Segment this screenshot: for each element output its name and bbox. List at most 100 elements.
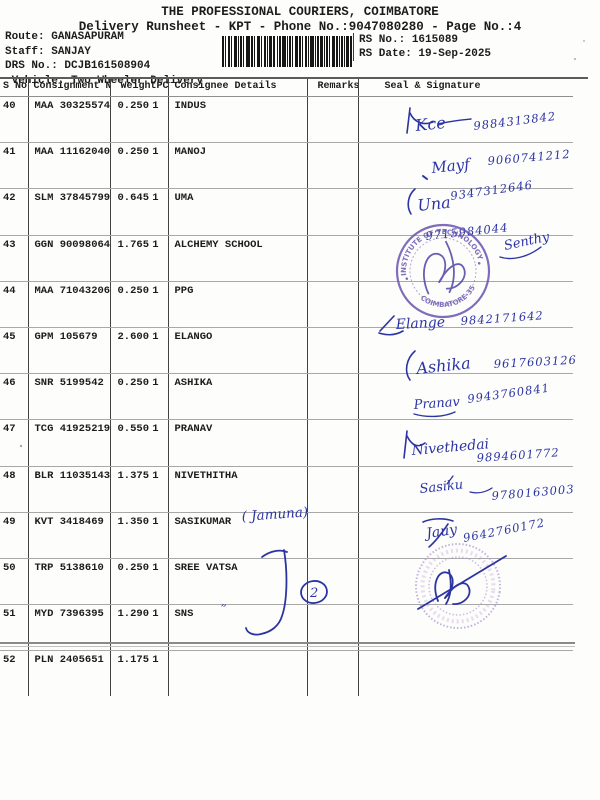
rs-date-line: RS Date: 19-Sep-2025 [359,47,491,61]
cell-consignment: SNR 5199542 [28,373,111,421]
cell-seal [358,96,573,144]
route-value: GANASAPURAM [51,31,124,43]
cell-sno: 49 [0,512,29,559]
cell-sno: 40 [0,96,29,144]
cell-consignee [168,650,308,697]
cell-seal [358,373,573,421]
cell-sno: 45 [0,327,29,375]
cell-weight-pcs: 2.600 1 [110,327,169,375]
header-weight: Weight [120,81,157,92]
cell-consignee: SREE VATSA [168,558,308,606]
cell-remarks [307,96,359,144]
weight-value: 0.250 [117,284,150,297]
table-row: 40 MAA 303255744 0.250 1 INDUS [0,96,573,144]
weight-value: 1.175 [117,654,150,667]
cell-consignment: TCG 41925219 [28,419,111,467]
cell-consignment: MYD 7396395 [28,604,111,652]
cell-consignment: PLN 2405651 [28,650,111,697]
cell-sno: 47 [0,419,29,467]
weight-value: 1.765 [117,238,150,251]
table-row: 42 SLM 378457998 0.645 1 UMA [0,188,573,236]
cell-consignment: BLR 110351438 [28,466,111,513]
cell-weight-pcs: 1.175 1 [110,650,169,697]
header-consignment: Consignment No [28,79,111,97]
table-row: 51 MYD 7396395 1.290 1 SNS [0,604,573,652]
cell-sno: 51 [0,604,29,652]
header-pcs: PCS [156,81,168,92]
pcs-value: 1 [152,654,159,667]
drs-line: DRS No.: DCJB161508904 [5,59,203,74]
cell-weight-pcs: 0.250 1 [110,558,169,606]
drs-label: DRS No.: [5,60,58,72]
table-row: 49 KVT 3418469 1.350 1 SASIKUMAR [0,512,573,559]
cell-consignment: GGN 900980643 [28,235,111,282]
cell-consignee: PPG [168,281,308,328]
cell-consignee: NIVETHITHA [168,466,308,513]
cell-consignee: ASHIKA [168,373,308,421]
staff-value: SANJAY [51,45,91,58]
cell-remarks [307,235,359,282]
table-row: 45 GPM 105679 2.600 1 ELANGO [0,327,573,375]
cell-remarks [307,419,359,467]
table-row: 41 MAA 111620404 0.250 1 MANOJ [0,142,573,190]
route-label: Route: [5,31,45,43]
staff-line: Staff: SANJAY [5,45,203,60]
pcs-value: 1 [152,515,159,528]
table-row: 52 PLN 2405651 1.175 1 [0,650,573,697]
cell-consignment: TRP 5138610 [28,558,111,606]
cell-seal [358,281,573,328]
header-sno: S No [0,79,29,97]
table-bottom-rule [0,642,575,644]
cell-remarks [307,466,359,513]
barcode [222,36,352,72]
cell-weight-pcs: 1.375 1 [110,466,169,513]
cell-weight-pcs: 1.290 1 [110,604,169,652]
header-consignee: Consignee Details [168,79,308,97]
cell-seal [358,466,573,513]
weight-value: 1.375 [117,469,150,482]
header-weight-pcs: WeightPCS [110,79,169,97]
cell-seal [358,604,573,652]
cell-remarks [307,188,359,236]
pcs-value: 1 [152,423,159,436]
cell-remarks [307,650,359,697]
cell-remarks [307,327,359,375]
cell-consignee: ELANGO [168,327,308,375]
cell-consignee: MANOJ [168,142,308,190]
cell-weight-pcs: 1.765 1 [110,235,169,282]
cell-consignment: MAA 111620404 [28,142,111,190]
cell-seal [358,188,573,236]
pcs-value: 1 [152,238,159,251]
weight-value: 1.350 [117,515,150,528]
cell-remarks [307,373,359,421]
cell-consignment: GPM 105679 [28,327,111,375]
cell-remarks [307,512,359,559]
weight-value: 0.250 [117,561,150,574]
cell-seal [358,512,573,559]
cell-seal [358,419,573,467]
pcs-value: 1 [152,100,159,112]
cell-remarks [307,604,359,652]
cell-consignee: ALCHEMY SCHOOL [168,235,308,282]
table-row: 48 BLR 110351438 1.375 1 NIVETHITHA [0,466,573,513]
cell-seal [358,327,573,375]
table-row: 44 MAA 710432068 0.250 1 PPG [0,281,573,328]
cell-consignee: PRANAV [168,419,308,467]
weight-value: 0.645 [117,192,150,205]
table-bottom-rule-2 [0,646,575,647]
weight-value: 0.550 [117,423,150,436]
cell-consignment: KVT 3418469 [28,512,111,559]
rs-date-label: RS Date: [359,48,412,60]
weight-value: 1.290 [117,608,150,621]
cell-consignee: SNS [168,604,308,652]
cell-remarks [307,558,359,606]
header-row: S No Consignment No WeightPCS Consignee … [0,79,573,97]
cell-sno: 50 [0,558,29,606]
cell-consignment: MAA 710432068 [28,281,111,328]
pcs-value: 1 [152,192,159,205]
cell-consignee: INDUS [168,96,308,144]
cell-weight-pcs: 0.250 1 [110,142,169,190]
route-line: Route: GANASAPURAM [5,30,203,45]
cell-weight-pcs: 0.250 1 [110,281,169,328]
runsheet-table: S No Consignment No WeightPCS Consignee … [0,79,573,697]
